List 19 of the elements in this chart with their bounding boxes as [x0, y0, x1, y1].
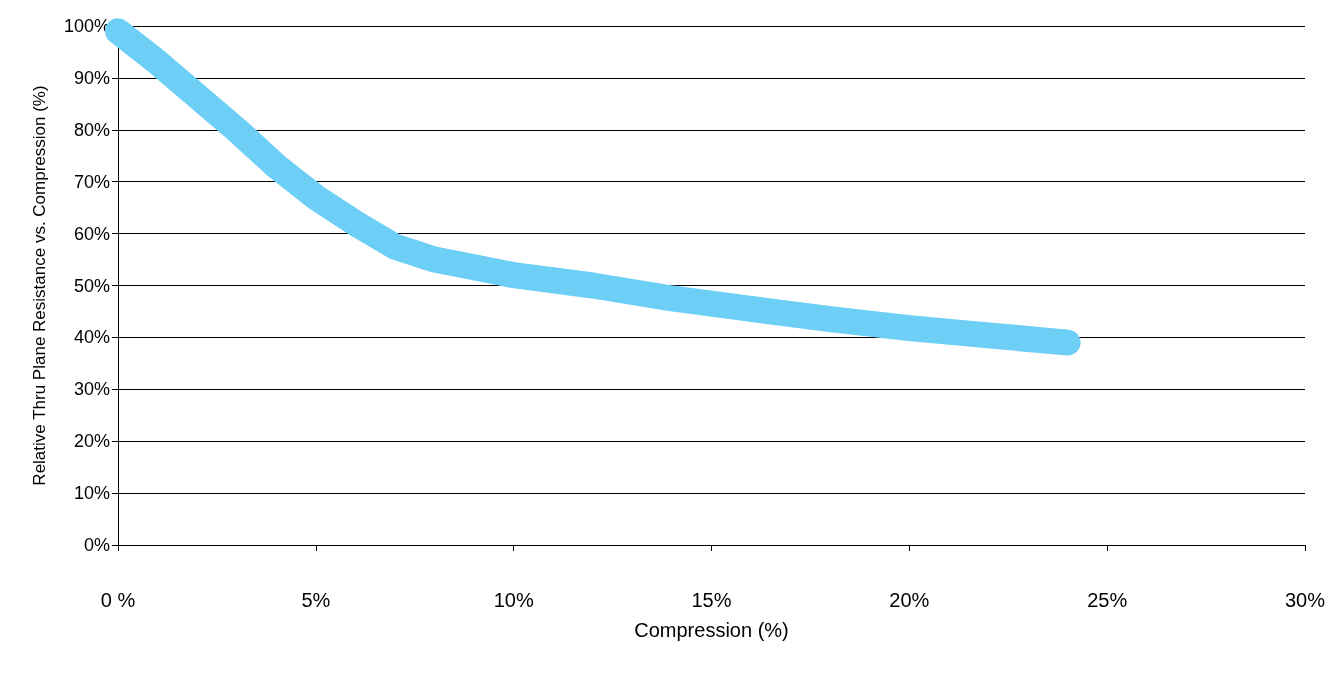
y-tick-label: 10% — [73, 483, 110, 504]
x-tick-label: 0 % — [100, 589, 136, 611]
y-axis-title: Relative Thru Plane Resistance vs. Compression (%) — [30, 85, 49, 486]
y-tick-label: 90% — [73, 67, 110, 88]
y-tick-label: 20% — [73, 431, 110, 452]
y-tick-label: 80% — [73, 119, 110, 140]
y-tick-label: 60% — [73, 223, 110, 244]
x-tick-label: 20% — [889, 589, 930, 611]
x-tick-label: 25% — [1087, 589, 1128, 611]
x-tick-label: 10% — [493, 589, 534, 611]
x-tick-label: 5% — [301, 589, 331, 611]
y-tick-label: 70% — [73, 171, 110, 192]
y-tick-label: 0% — [83, 535, 110, 555]
y-tick-label: 30% — [73, 379, 110, 400]
x-tick-label: 15% — [691, 589, 732, 611]
y-tick-label: 40% — [73, 327, 110, 348]
y-tick-label: 50% — [73, 275, 110, 296]
x-axis-title: Compression (%) — [634, 619, 789, 641]
x-tick-label: 30% — [1284, 589, 1326, 611]
